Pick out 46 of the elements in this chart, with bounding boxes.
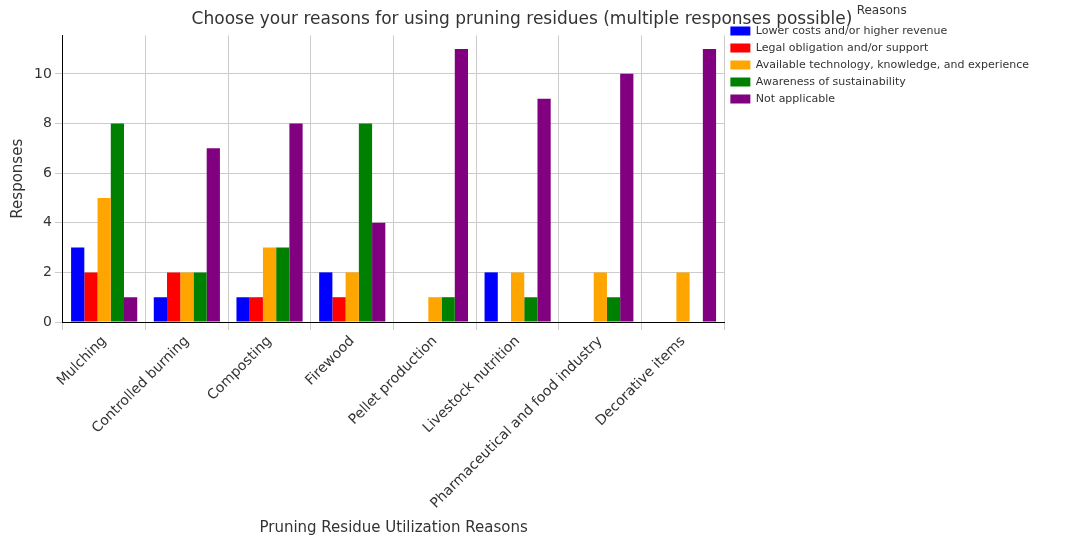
bar: [124, 297, 138, 322]
bar: [537, 98, 551, 322]
bar: [345, 272, 359, 322]
bar: [262, 247, 277, 322]
bar: [332, 297, 346, 322]
y-tick-label: 10: [33, 64, 52, 81]
bar: [180, 272, 194, 322]
bar: [289, 123, 303, 322]
y-axis-title: Responses: [7, 138, 26, 219]
bar: [620, 73, 634, 322]
y-tick-label: 0: [42, 312, 52, 329]
bar: [249, 297, 263, 322]
bar: [358, 123, 373, 322]
bar: [372, 222, 386, 322]
legend-label: Awareness of sustainability: [755, 74, 907, 88]
bar: [110, 123, 125, 322]
bar: [511, 272, 525, 322]
bar: [428, 297, 442, 322]
legend-label: Not applicable: [755, 91, 836, 105]
bar: [167, 272, 181, 322]
bar: [484, 272, 498, 322]
legend-label: Available technology, knowledge, and experience: [755, 57, 1030, 71]
bar: [593, 272, 607, 322]
bar: [236, 297, 250, 322]
bar: [702, 49, 717, 322]
bar: [97, 197, 111, 322]
y-tick-label: 2: [42, 263, 52, 280]
bar: [524, 297, 538, 322]
bar: [676, 272, 690, 322]
y-tick-label: 6: [42, 163, 52, 180]
bar: [454, 49, 469, 322]
bar: [441, 297, 455, 322]
bar: [319, 272, 333, 322]
legend-title: Reasons: [856, 3, 907, 18]
bar: [84, 272, 98, 322]
y-tick-label: 4: [42, 213, 52, 230]
x-axis-title: Pruning Residue Utilization Reasons: [259, 517, 528, 536]
bar: [153, 297, 168, 322]
bar: [206, 148, 220, 322]
bar: [193, 272, 207, 322]
bar: [606, 297, 621, 322]
chart-title: Choose your reasons for using pruning residues (multiple responses possible): [191, 7, 853, 28]
legend-label: Legal obligation and/or support: [755, 40, 930, 54]
y-tick-label: 8: [42, 114, 52, 131]
bar: [276, 247, 290, 322]
bar: [71, 247, 85, 322]
